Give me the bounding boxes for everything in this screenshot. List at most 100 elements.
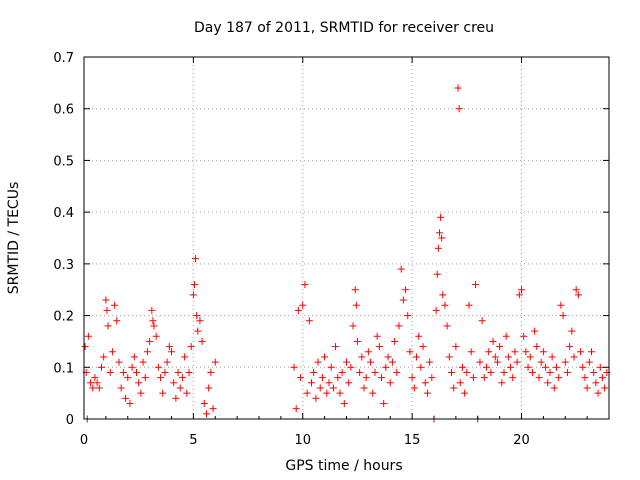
data-point bbox=[461, 389, 469, 397]
data-point bbox=[122, 394, 130, 402]
data-point bbox=[205, 384, 213, 392]
data-point bbox=[555, 374, 563, 382]
data-point bbox=[443, 322, 451, 330]
data-point bbox=[493, 358, 501, 366]
data-point bbox=[445, 353, 453, 361]
data-point bbox=[172, 394, 180, 402]
y-axis-label: SRMTID / TECUs bbox=[6, 182, 22, 295]
data-point bbox=[338, 368, 346, 376]
data-point bbox=[491, 353, 499, 361]
data-point bbox=[146, 337, 154, 345]
data-point bbox=[550, 384, 558, 392]
data-point bbox=[102, 296, 110, 304]
data-point bbox=[308, 379, 315, 387]
data-point bbox=[417, 363, 425, 371]
data-point bbox=[426, 358, 434, 366]
data-point bbox=[356, 368, 364, 376]
data-point bbox=[203, 410, 210, 418]
x-tick-label: 20 bbox=[513, 433, 530, 448]
data-point bbox=[347, 363, 355, 371]
data-point bbox=[596, 363, 604, 371]
data-point bbox=[452, 343, 460, 351]
data-point bbox=[406, 348, 414, 356]
data-point bbox=[485, 348, 493, 356]
data-point bbox=[432, 306, 440, 314]
x-tick-label: 15 bbox=[404, 433, 421, 448]
data-point bbox=[334, 374, 342, 382]
data-point bbox=[198, 337, 206, 345]
data-point bbox=[448, 368, 455, 376]
data-point bbox=[513, 358, 521, 366]
data-point bbox=[402, 286, 410, 294]
data-point bbox=[343, 358, 350, 366]
data-point bbox=[498, 379, 506, 387]
data-point bbox=[327, 363, 335, 371]
data-point bbox=[583, 384, 591, 392]
data-point bbox=[518, 286, 525, 294]
y-tick-label: 0.6 bbox=[53, 103, 74, 118]
data-point bbox=[98, 363, 105, 371]
data-point bbox=[104, 322, 112, 330]
data-point bbox=[139, 358, 147, 366]
data-point bbox=[81, 343, 89, 351]
y-tick-label: 0 bbox=[66, 413, 74, 428]
data-point bbox=[594, 389, 602, 397]
data-point bbox=[397, 265, 405, 273]
data-point bbox=[290, 363, 298, 371]
data-point bbox=[364, 348, 372, 356]
data-point bbox=[570, 353, 578, 361]
data-points bbox=[81, 84, 611, 423]
data-point bbox=[100, 353, 108, 361]
data-point bbox=[154, 363, 162, 371]
data-point bbox=[161, 368, 169, 376]
data-point bbox=[413, 353, 420, 361]
data-point bbox=[469, 374, 477, 382]
y-tick-label: 0.4 bbox=[53, 206, 74, 221]
data-point bbox=[176, 384, 184, 392]
data-point bbox=[93, 379, 101, 387]
data-point bbox=[378, 374, 385, 382]
data-point bbox=[159, 389, 167, 397]
data-point bbox=[601, 384, 609, 392]
data-point bbox=[572, 286, 580, 294]
data-point bbox=[515, 291, 523, 299]
data-point bbox=[500, 368, 508, 376]
data-point bbox=[533, 343, 541, 351]
data-point bbox=[353, 337, 361, 345]
data-point bbox=[524, 363, 532, 371]
data-point bbox=[323, 389, 331, 397]
data-point bbox=[143, 348, 151, 356]
data-point bbox=[393, 368, 401, 376]
data-point bbox=[476, 358, 484, 366]
data-point bbox=[487, 368, 495, 376]
data-point bbox=[399, 296, 407, 304]
data-point bbox=[84, 332, 92, 340]
data-point bbox=[185, 368, 193, 376]
data-point bbox=[434, 244, 442, 252]
data-point bbox=[165, 343, 173, 351]
data-point bbox=[318, 374, 326, 382]
data-point bbox=[106, 368, 114, 376]
data-point bbox=[561, 358, 569, 366]
data-point bbox=[135, 379, 143, 387]
data-point bbox=[480, 374, 488, 382]
data-point bbox=[553, 363, 560, 371]
data-point bbox=[522, 348, 530, 356]
data-point bbox=[382, 363, 390, 371]
data-point bbox=[546, 368, 554, 376]
data-point bbox=[472, 281, 480, 289]
data-point bbox=[526, 353, 534, 361]
data-point bbox=[310, 368, 318, 376]
data-point bbox=[108, 348, 116, 356]
data-point bbox=[367, 358, 375, 366]
data-point bbox=[178, 374, 186, 382]
data-point bbox=[189, 291, 197, 299]
data-point bbox=[437, 213, 445, 221]
data-point bbox=[157, 374, 165, 382]
data-point bbox=[428, 374, 436, 382]
data-point bbox=[371, 368, 379, 376]
data-point bbox=[539, 348, 547, 356]
y-tick-label: 0.5 bbox=[53, 154, 74, 169]
data-point bbox=[441, 301, 449, 309]
x-axis-label: GPS time / hours bbox=[285, 458, 402, 474]
